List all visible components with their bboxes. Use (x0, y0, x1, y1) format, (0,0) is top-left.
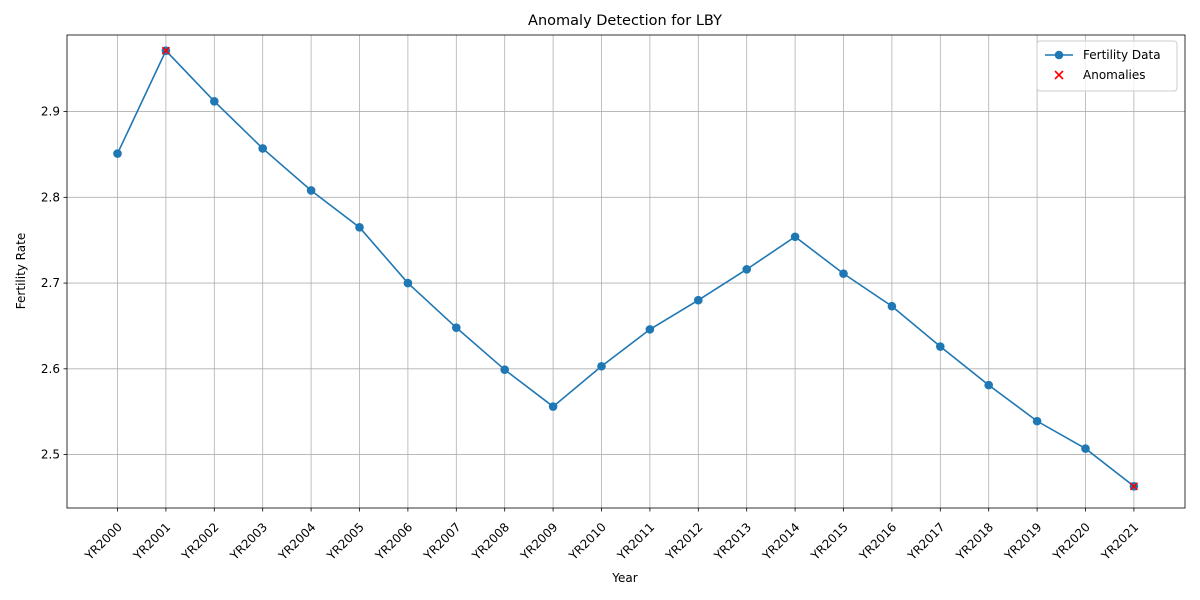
data-point-YR2011 (645, 325, 655, 334)
legend-label-anomalies: Anomalies (1083, 68, 1146, 82)
y-tick-label: 2.5 (41, 448, 60, 462)
data-point-YR2006 (403, 278, 413, 288)
data-point-YR2018 (984, 380, 993, 390)
data-point-YR2002 (210, 96, 219, 106)
anomaly-marker-YR2021 (1129, 482, 1138, 491)
data-point-YR2005 (355, 223, 364, 232)
series-line-fertility-data (116, 49, 1135, 487)
y-tick-label: 2.8 (41, 190, 60, 204)
data-point-YR2016 (887, 301, 897, 311)
series-layer (113, 46, 1139, 491)
data-point-YR2000 (113, 149, 122, 158)
data-point-YR2003 (258, 144, 268, 153)
legend-label-fertility: Fertility Data (1083, 48, 1161, 62)
y-axis-ticks: 2.5 2.6 2.7 2.8 2.9 (41, 105, 67, 462)
chart-title: Anomaly Detection for LBY (528, 13, 722, 29)
legend-x-marker (1054, 70, 1064, 80)
data-point-YR2010 (597, 361, 606, 371)
anomaly-x-stroke (1129, 482, 1138, 491)
y-axis-label: Fertility Rate (14, 233, 28, 309)
data-point-YR2008 (500, 365, 510, 374)
data-point-YR2015 (839, 269, 848, 278)
legend: Fertility Data Anomalies (1036, 40, 1178, 92)
data-point-YR2019 (1032, 416, 1042, 426)
legend-circle-marker (1054, 50, 1064, 60)
data-point-YR2017 (936, 342, 945, 351)
y-tick-label: 2.6 (41, 362, 60, 376)
data-point-YR2014 (790, 232, 800, 242)
anomaly-marker-YR2001 (161, 46, 170, 55)
y-tick-label: 2.7 (41, 276, 60, 290)
data-point-YR2013 (742, 265, 751, 274)
data-point-YR2012 (694, 295, 703, 305)
anomaly-x-stroke (161, 46, 170, 55)
data-point-YR2009 (548, 402, 558, 411)
data-point-YR2007 (452, 323, 461, 332)
data-point-YR2004 (306, 186, 316, 195)
plot-frame (66, 34, 1186, 509)
y-tick-label: 2.9 (41, 105, 60, 119)
x-axis-label: Year (611, 571, 637, 585)
legend-box (1036, 40, 1178, 92)
data-point-YR2020 (1081, 444, 1090, 453)
